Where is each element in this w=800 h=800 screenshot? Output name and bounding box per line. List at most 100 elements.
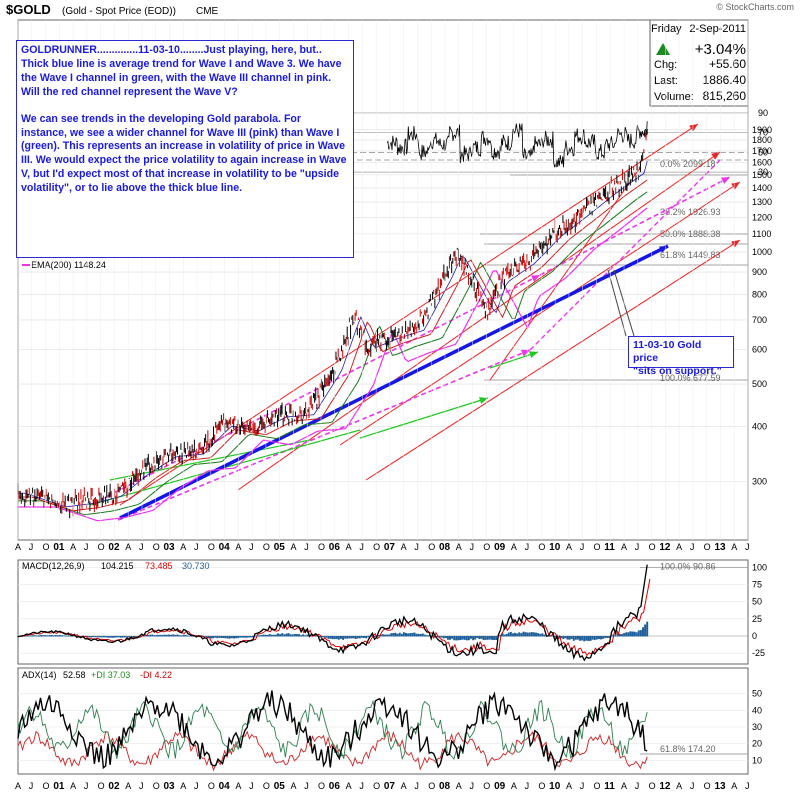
macd-histogram-bar [354, 636, 357, 640]
annotation-paragraph-2: We can see trends in the developing Gold… [21, 112, 347, 195]
macd-histogram-bar [486, 636, 489, 640]
macd-histogram-bar [587, 636, 590, 641]
macd-histogram-bar [230, 636, 233, 639]
macd-y-axis: -25 0 25 50 75 100 [752, 562, 767, 658]
price-x-tick-label: A [456, 542, 462, 552]
up-arrow-icon [656, 43, 670, 55]
macd-histogram-bar [606, 636, 609, 638]
symbol-description: (Gold - Spot Price (EOD)) [62, 6, 176, 17]
macd-histogram-bar [42, 635, 45, 637]
macd-histogram-bar [155, 635, 158, 637]
macd-histogram-bar [144, 635, 147, 637]
price-x-tick-label: 07 [384, 542, 396, 553]
pink-channel-line [117, 349, 531, 521]
last-value: 1886.40 [703, 73, 747, 87]
price-x-tick-label: A [70, 542, 76, 552]
macd-tick-label: 100 [752, 562, 767, 572]
macd-signal-value: 73.485 [145, 561, 173, 571]
macd-histogram-bar [583, 636, 586, 642]
macd-histogram-bar [272, 634, 275, 637]
adx-tick-label: 40 [752, 705, 762, 715]
macd-legend: MACD(12,26,9) 104.215 73.485 30.730 [22, 561, 210, 571]
macd-histogram-bar [40, 635, 43, 637]
price-x-tick-label: 08 [439, 542, 451, 553]
macd-histogram-bar [243, 636, 246, 638]
macd-histogram-bar [421, 633, 424, 637]
macd-histogram-bar [147, 635, 150, 637]
price-x-tick-label: J [745, 542, 750, 552]
price-x-tick-label: J [304, 542, 309, 552]
price-x-tick-label: 10 [549, 542, 561, 553]
price-x-tick-label: J [194, 542, 199, 552]
macd-histogram-bar [151, 634, 154, 637]
bottom-x-tick-label: A [566, 781, 572, 791]
fib-level-label: 61.8% 1449.83 [660, 250, 721, 260]
macd-histogram-bar [411, 632, 414, 637]
price-x-tick-label: J [29, 542, 33, 552]
price-x-tick-label: O [483, 542, 490, 552]
annotation-box: GOLDRUNNER..............11-03-10........… [16, 40, 354, 258]
macd-histogram-bar [470, 636, 473, 639]
macd-histogram-bar [163, 634, 166, 637]
price-tick-label: 1600 [752, 158, 772, 168]
macd-histogram-bar [352, 636, 355, 639]
red-channel-line-arrowhead [731, 240, 740, 248]
macd-tick-label: 75 [752, 580, 762, 590]
macd-histogram-bar [484, 636, 487, 640]
macd-histogram-bar [321, 636, 324, 638]
bottom-x-tick-label: O [704, 781, 711, 791]
macd-histogram-bar [67, 635, 70, 637]
macd-histogram-bar [346, 636, 349, 639]
bottom-x-tick-label: 03 [164, 781, 176, 792]
macd-histogram-bar [574, 636, 577, 640]
price-tick-label: 1200 [752, 212, 772, 222]
price-x-tick-label: J [139, 542, 144, 552]
macd-histogram-bar [595, 636, 598, 640]
symbol: $GOLD [6, 2, 51, 17]
macd-label: MACD(12,26,9) [22, 561, 85, 571]
macd-histogram-bar [591, 636, 594, 640]
macd-histogram-bar [415, 633, 418, 637]
macd-histogram-bar [113, 636, 116, 638]
macd-histogram-bar [526, 632, 529, 637]
price-x-tick-label: J [359, 542, 364, 552]
macd-histogram-bar [245, 636, 248, 638]
bottom-x-tick-label: 08 [439, 781, 451, 792]
macd-histogram-bar [63, 635, 66, 637]
macd-histogram-bar [266, 634, 269, 637]
macd-histogram-bar [172, 634, 175, 637]
macd-histogram-bar [518, 632, 521, 637]
macd-histogram-bar [476, 636, 479, 638]
macd-histogram-bar [377, 635, 380, 637]
macd-histogram-bar [532, 632, 535, 637]
price-x-tick-label: O [43, 542, 50, 552]
macd-histogram-bar [220, 636, 223, 639]
price-tick-label: 700 [752, 315, 767, 325]
date-day: Friday [651, 23, 682, 35]
macd-histogram-bar [306, 634, 309, 637]
macd-histogram-bar [646, 621, 649, 637]
bottom-x-tick-label: A [456, 781, 462, 791]
bottom-x-tick-label: 02 [108, 781, 120, 792]
macd-histogram-bar [436, 636, 439, 638]
macd-histogram-bar [514, 632, 517, 637]
macd-histogram-bar [27, 635, 30, 637]
macd-histogram-bar [459, 636, 462, 641]
price-x-tick-label: A [511, 542, 517, 552]
macd-histogram-bar [178, 635, 181, 637]
macd-histogram-bar [212, 636, 215, 639]
price-x-tick-label: A [15, 542, 21, 552]
macd-histogram-bar [304, 635, 307, 637]
macd-histogram-bar [102, 636, 105, 638]
macd-histogram-bar [618, 633, 621, 637]
macd-histogram-bar [365, 636, 368, 639]
macd-histogram-bar [379, 634, 382, 637]
macd-histogram-bar [237, 636, 240, 639]
blue-trend-line [119, 244, 669, 520]
macd-histogram-bar [126, 636, 129, 637]
macd-histogram-bar [274, 634, 277, 637]
price-x-tick-label: O [538, 542, 545, 552]
macd-histogram-bar [388, 634, 391, 637]
price-x-tick-label: J [525, 542, 530, 552]
macd-histogram-bar [428, 635, 431, 637]
